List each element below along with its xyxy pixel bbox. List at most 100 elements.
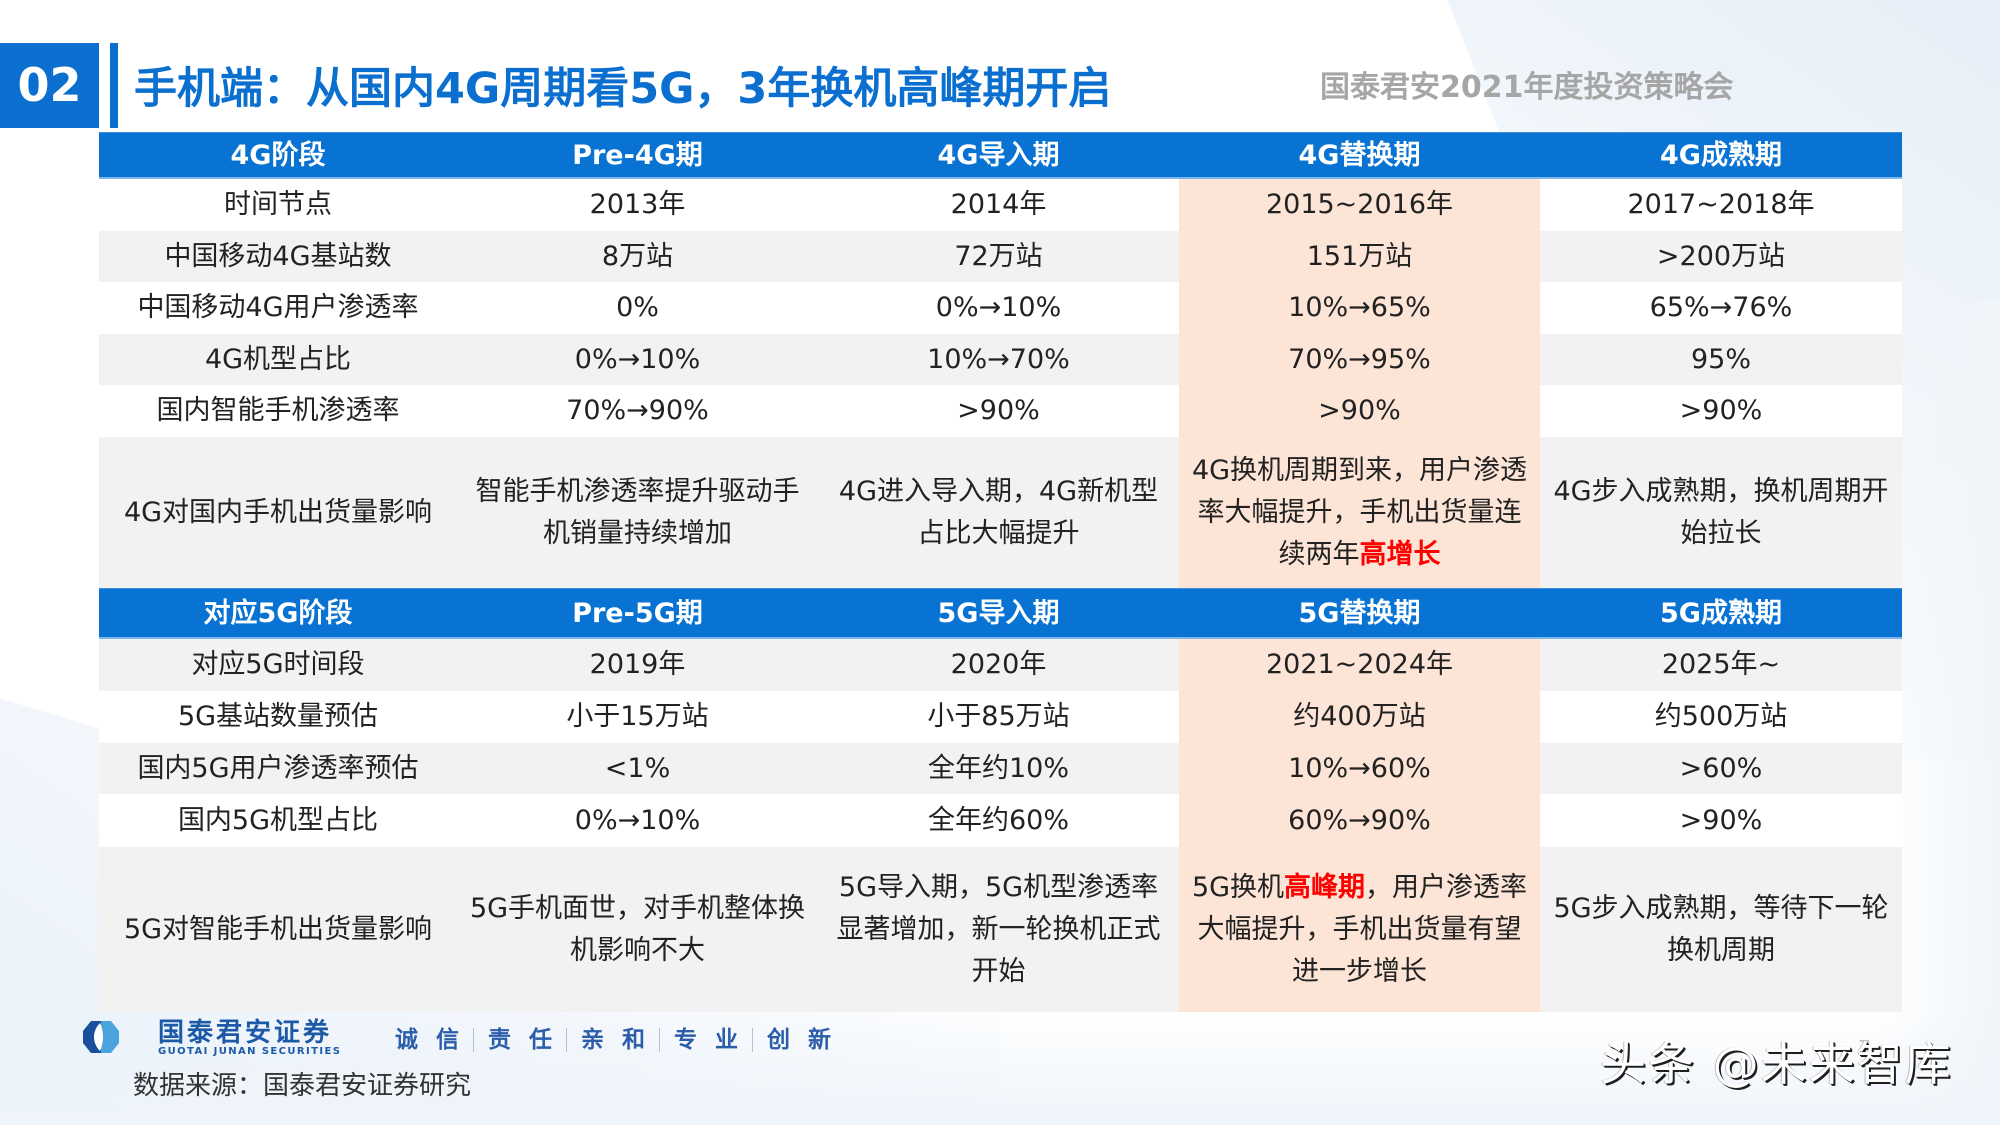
row-5g-user-penetration: 国内5G用户渗透率预估 <1% 全年约10% 10%→60% >60% bbox=[99, 743, 1902, 794]
table-5g-section: 对应5G阶段 Pre-5G期 5G导入期 5G替换期 5G成熟期 对应5G时间段… bbox=[99, 588, 1902, 1012]
slogan-divider bbox=[752, 1028, 753, 1052]
table-cell-highlighted: 5G换机高峰期，用户渗透率 大幅提升，手机出货量有望 进一步增长 bbox=[1179, 847, 1540, 1012]
row-5g-model-share: 国内5G机型占比 0%→10% 全年约60% 60%→90% >90% bbox=[99, 794, 1902, 847]
table-cell: 2014年 bbox=[818, 179, 1179, 231]
table-cell: 2019年 bbox=[457, 639, 818, 691]
table-cell: >90% bbox=[818, 385, 1179, 437]
table-cell: 0%→10% bbox=[457, 334, 818, 385]
cell-line: 5G导入期，5G机型渗透率 bbox=[838, 871, 1159, 903]
table-cell: 2013年 bbox=[457, 179, 818, 231]
company-name-cn: 国泰君安证券 bbox=[158, 1018, 333, 1048]
cell-line: 智能手机渗透率提升驱动手 bbox=[475, 475, 800, 507]
slogan-item: 诚信 bbox=[395, 1027, 477, 1053]
row-label: 中国移动4G基站数 bbox=[99, 231, 457, 282]
header-cell-replace: 5G替换期 bbox=[1179, 588, 1540, 639]
phase-comparison-table: 4G阶段 Pre-4G期 4G导入期 4G替换期 4G成熟期 时间节点 2013… bbox=[99, 132, 1902, 1012]
header-row-5g: 对应5G阶段 Pre-5G期 5G导入期 5G替换期 5G成熟期 bbox=[99, 588, 1902, 639]
slogan-item: 专业 bbox=[674, 1027, 756, 1053]
table-cell-highlighted: >90% bbox=[1179, 385, 1540, 437]
table-cell-highlighted: 2015~2016年 bbox=[1179, 179, 1540, 231]
row-time-node: 时间节点 2013年 2014年 2015~2016年 2017~2018年 bbox=[99, 179, 1902, 231]
row-4g-base-stations: 中国移动4G基站数 8万站 72万站 151万站 >200万站 bbox=[99, 231, 1902, 282]
row-label: 国内5G用户渗透率预估 bbox=[99, 743, 457, 794]
header-cell-mature: 5G成熟期 bbox=[1540, 588, 1902, 639]
header-row-4g: 4G阶段 Pre-4G期 4G导入期 4G替换期 4G成熟期 bbox=[99, 132, 1902, 179]
row-5g-shipment-impact: 5G对智能手机出货量影响 5G手机面世，对手机整体换 机影响不大 5G导入期，5… bbox=[99, 847, 1902, 1012]
table-cell: 10%→70% bbox=[818, 334, 1179, 385]
cell-line: 机影响不大 bbox=[570, 934, 705, 966]
cell-line: 4G进入导入期，4G新机型 bbox=[838, 475, 1159, 507]
table-cell: 小于85万站 bbox=[818, 691, 1179, 743]
table-cell: 8万站 bbox=[457, 231, 818, 282]
row-label: 中国移动4G用户渗透率 bbox=[99, 282, 457, 334]
table-cell: 4G进入导入期，4G新机型 占比大幅提升 bbox=[818, 437, 1179, 588]
table-cell: 智能手机渗透率提升驱动手 机销量持续增加 bbox=[457, 437, 818, 588]
table-cell-highlighted: 10%→60% bbox=[1179, 743, 1540, 794]
watermark: 头条 @未来智库 bbox=[1600, 1037, 1953, 1091]
table-cell: 约500万站 bbox=[1540, 691, 1902, 743]
row-label: 时间节点 bbox=[99, 179, 457, 231]
table-cell-highlighted: 151万站 bbox=[1179, 231, 1540, 282]
table-cell: 0%→10% bbox=[457, 794, 818, 847]
table-cell: 5G手机面世，对手机整体换 机影响不大 bbox=[457, 847, 818, 1012]
table-cell-highlighted: 4G换机周期到来，用户渗透 率大幅提升，手机出货量连 续两年高增长 bbox=[1179, 437, 1540, 588]
table-cell: 0% bbox=[457, 282, 818, 334]
slogan-item: 创新 bbox=[767, 1027, 849, 1053]
row-label: 4G机型占比 bbox=[99, 334, 457, 385]
cell-line: 4G步入成熟期，换机周期开 bbox=[1553, 475, 1889, 507]
table-cell: 95% bbox=[1540, 334, 1902, 385]
table-cell: 2017~2018年 bbox=[1540, 179, 1902, 231]
cell-text: 5G换机 bbox=[1191, 871, 1285, 903]
cell-text: 续两年 bbox=[1278, 538, 1360, 570]
table-4g-section: 4G阶段 Pre-4G期 4G导入期 4G替换期 4G成熟期 时间节点 2013… bbox=[99, 132, 1902, 588]
slogan-divider bbox=[566, 1028, 567, 1052]
header-cell-phase: 4G阶段 bbox=[99, 132, 457, 179]
cell-line: 换机周期 bbox=[1667, 934, 1775, 966]
table-cell-highlighted: 10%→65% bbox=[1179, 282, 1540, 334]
row-label: 国内智能手机渗透率 bbox=[99, 385, 457, 437]
cell-line: 始拉长 bbox=[1680, 517, 1762, 549]
section-number-badge: 02 bbox=[0, 43, 99, 128]
cell-line: 率大幅提升，手机出货量连 bbox=[1197, 496, 1522, 528]
table-cell: 2025年~ bbox=[1540, 639, 1902, 691]
slogan-divider bbox=[659, 1028, 660, 1052]
slogan-item: 责任 bbox=[488, 1027, 570, 1053]
cell-line: 4G换机周期到来，用户渗透 bbox=[1191, 454, 1528, 486]
row-4g-shipment-impact: 4G对国内手机出货量影响 智能手机渗透率提升驱动手 机销量持续增加 4G进入导入… bbox=[99, 437, 1902, 588]
header-cell-replace: 4G替换期 bbox=[1179, 132, 1540, 179]
row-label: 4G对国内手机出货量影响 bbox=[99, 437, 457, 588]
table-cell: 4G步入成熟期，换机周期开 始拉长 bbox=[1540, 437, 1902, 588]
page-number: 7 bbox=[1858, 1036, 1871, 1060]
emphasis-text: 高增长 bbox=[1359, 538, 1441, 570]
header-cell-intro: 5G导入期 bbox=[818, 588, 1179, 639]
cell-line: 5G换机高峰期，用户渗透率 bbox=[1183, 867, 1536, 909]
row-smartphone-penetration: 国内智能手机渗透率 70%→90% >90% >90% >90% bbox=[99, 385, 1902, 437]
table-cell: >200万站 bbox=[1540, 231, 1902, 282]
cell-line: 机销量持续增加 bbox=[543, 517, 732, 549]
event-label: 国泰君安2021年度投资策略会 bbox=[1320, 70, 1734, 105]
row-label: 对应5G时间段 bbox=[99, 639, 457, 691]
cell-line: 5G步入成熟期，等待下一轮 bbox=[1553, 892, 1889, 924]
cell-line: 显著增加，新一轮换机正式 bbox=[836, 913, 1161, 945]
table-cell: 0%→10% bbox=[818, 282, 1179, 334]
table-cell: <1% bbox=[457, 743, 818, 794]
row-5g-time-period: 对应5G时间段 2019年 2020年 2021~2024年 2025年~ bbox=[99, 639, 1902, 691]
header-cell-pre: Pre-4G期 bbox=[457, 132, 818, 179]
table-cell: 72万站 bbox=[818, 231, 1179, 282]
slogan-divider bbox=[473, 1028, 474, 1052]
table-cell: >90% bbox=[1540, 794, 1902, 847]
table-cell: >60% bbox=[1540, 743, 1902, 794]
row-5g-base-stations: 5G基站数量预估 小于15万站 小于85万站 约400万站 约500万站 bbox=[99, 691, 1902, 743]
cell-line: 续两年高增长 bbox=[1183, 534, 1536, 576]
cell-line: 5G手机面世，对手机整体换 bbox=[469, 892, 806, 924]
table-cell: 5G导入期，5G机型渗透率 显著增加，新一轮换机正式 开始 bbox=[818, 847, 1179, 1012]
company-slogan: 诚信 责任 亲和 专业 创新 bbox=[395, 1026, 849, 1054]
table-cell: 2020年 bbox=[818, 639, 1179, 691]
row-label: 国内5G机型占比 bbox=[99, 794, 457, 847]
cell-text: ，用户渗透率 bbox=[1365, 871, 1528, 903]
title-accent-bar bbox=[110, 43, 118, 128]
header-cell-intro: 4G导入期 bbox=[818, 132, 1179, 179]
emphasis-text: 高峰期 bbox=[1284, 871, 1366, 903]
table-cell-highlighted: 60%→90% bbox=[1179, 794, 1540, 847]
table-cell: 小于15万站 bbox=[457, 691, 818, 743]
